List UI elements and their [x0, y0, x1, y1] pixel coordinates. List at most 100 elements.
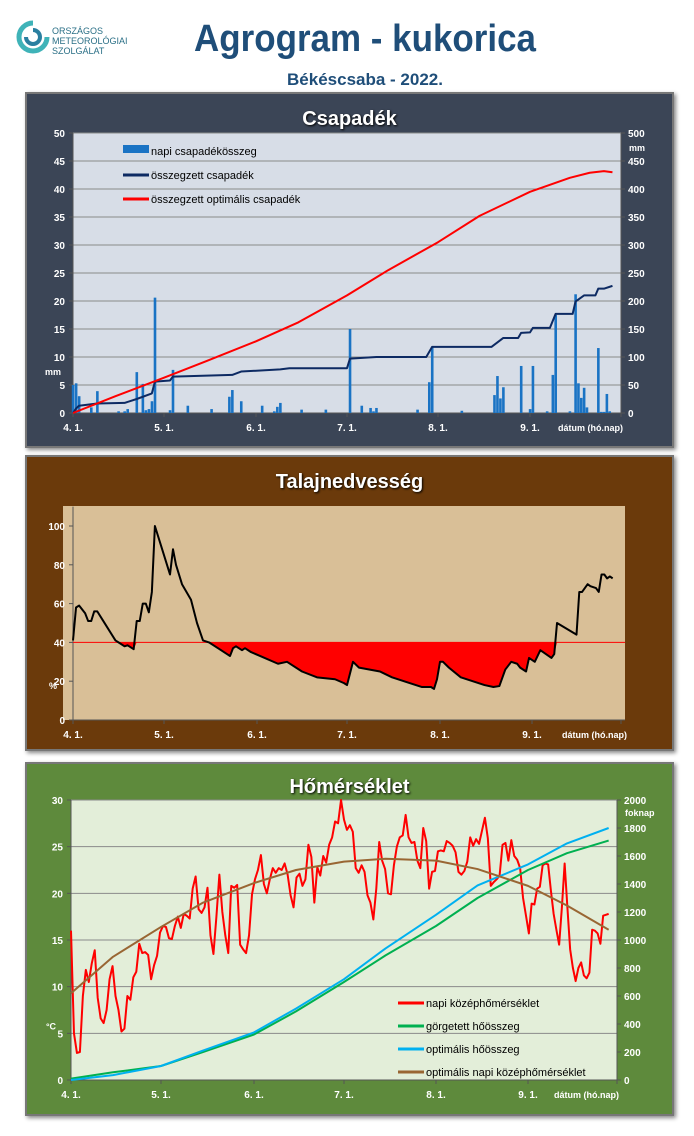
y-right-tick-label: 0 [628, 409, 634, 420]
legend-label: összegzett optimális csapadék [151, 194, 301, 206]
series-line [70, 799, 609, 1054]
precip-bar [260, 405, 264, 413]
y-tick-label: 50 [54, 129, 66, 140]
y-tick-label: 80 [54, 561, 66, 572]
precip-bar [150, 401, 154, 413]
precip-bar [369, 407, 372, 413]
precip-bar [186, 405, 190, 413]
precip-bar [551, 374, 555, 413]
precip-bar [372, 411, 375, 413]
precip-bar [228, 396, 231, 413]
legend-label: görgetett hőösszeg [426, 1021, 520, 1033]
y-right-tick-label: 400 [628, 185, 645, 196]
precip-bar [582, 387, 586, 413]
precip-bar [502, 387, 505, 413]
x-tick-label: 7. 1. [334, 1090, 354, 1101]
precip-bar [585, 407, 589, 413]
y-tick-label: 10 [54, 353, 66, 364]
series-line [72, 170, 613, 414]
y-right-tick-label: 600 [624, 992, 641, 1003]
x-tick-label: 4. 1. [63, 730, 83, 741]
legend-swatch [123, 145, 149, 153]
y-tick-label: 5 [59, 381, 65, 392]
legend-label: napi csapadékösszeg [151, 146, 257, 158]
x-tick-label: 9. 1. [520, 423, 540, 434]
precip-bar [554, 315, 557, 413]
precip-bar [96, 391, 99, 413]
y-tick-label: 15 [54, 325, 66, 336]
precip-bar [90, 407, 93, 413]
precip-bar [416, 409, 419, 413]
precip-bar [210, 409, 213, 413]
y-tick-label: 100 [48, 522, 65, 533]
y-right-tick-label: 100 [628, 353, 645, 364]
y-tick-label: 35 [54, 213, 66, 224]
x-tick-label: 8. 1. [426, 1090, 446, 1101]
y-tick-label: 20 [54, 297, 66, 308]
y-right-tick-label: 1800 [624, 824, 647, 835]
x-tick-label: 5. 1. [154, 423, 174, 434]
precip-bar [430, 346, 434, 413]
y-right-tick-label: 150 [628, 325, 645, 336]
precip-bar [153, 297, 157, 413]
series-line [70, 857, 610, 994]
precip-bar [608, 411, 612, 413]
y-tick-label: 40 [54, 185, 66, 196]
y-axis-unit: mm [45, 367, 61, 377]
legend-label: összegzett csapadék [151, 170, 254, 182]
y-right-tick-label: 1000 [624, 936, 647, 947]
precip-bar [71, 385, 75, 413]
y-tick-label: 15 [52, 936, 64, 947]
precip-bar [273, 411, 276, 413]
omsz-logo-icon [16, 20, 50, 54]
x-axis-title: dátum (hó.nap) [554, 1090, 619, 1100]
y-tick-label: 0 [59, 716, 65, 727]
x-tick-label: 7. 1. [337, 730, 357, 741]
y-tick-label: 60 [54, 600, 66, 611]
precip-bar [519, 365, 523, 413]
precip-bar [599, 411, 603, 413]
precip-bar [77, 396, 81, 413]
precip-bar [300, 409, 303, 413]
precip-bar [123, 411, 126, 413]
y-axis-unit: °C [46, 1021, 57, 1031]
x-tick-label: 9. 1. [522, 730, 542, 741]
precip-title: Csapadék [302, 108, 397, 130]
y-right-tick-label: 450 [628, 157, 645, 168]
precip-bar [144, 410, 148, 413]
y-tick-label: 0 [59, 409, 65, 420]
precip-bar [239, 401, 243, 413]
precip-bar [74, 383, 78, 413]
temp-title: Hőmérséklet [289, 776, 410, 798]
x-tick-label: 4. 1. [63, 423, 83, 434]
precip-bar [135, 372, 139, 413]
series-line [72, 284, 613, 414]
logo-line: METEOROLÓGIAI [52, 36, 128, 46]
deficit-area [73, 642, 613, 689]
logo-text: ORSZÁGOS METEOROLÓGIAI SZOLGÁLAT [52, 26, 128, 56]
x-tick-label: 4. 1. [61, 1090, 81, 1101]
precip-bar [324, 409, 328, 413]
legend-label: optimális napi középhőmérséklet [426, 1067, 586, 1079]
y-right-tick-label: 200 [628, 297, 645, 308]
precip-bar [577, 383, 580, 413]
precip-bar [171, 369, 175, 413]
precip-bar [360, 405, 364, 413]
series-line [72, 525, 614, 690]
precip-bar [168, 410, 172, 413]
precip-bar [597, 348, 600, 413]
y-tick-label: 10 [52, 983, 64, 994]
precip-bar [602, 411, 606, 413]
precip-bar [141, 383, 145, 413]
y-right-axis-unit: foknap [625, 808, 655, 818]
x-tick-label: 6. 1. [244, 1090, 264, 1101]
logo-line: ORSZÁGOS [52, 26, 104, 36]
y-right-tick-label: 0 [624, 1076, 630, 1087]
y-tick-label: 25 [52, 843, 64, 854]
x-tick-label: 7. 1. [337, 423, 357, 434]
precip-bar [574, 294, 577, 413]
page-subtitle: Békéscsaba - 2022. [287, 70, 443, 89]
precip-bar [231, 390, 234, 413]
